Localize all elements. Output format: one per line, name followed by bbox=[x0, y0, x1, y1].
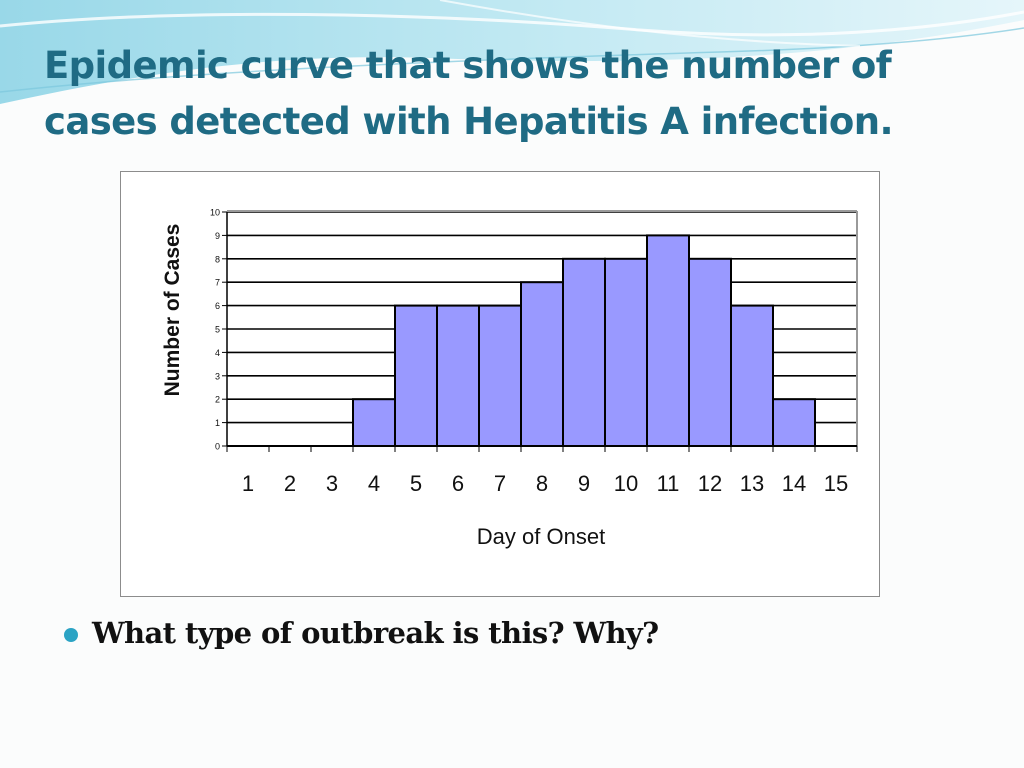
bullet-dot-icon bbox=[64, 628, 78, 642]
bar-day-14 bbox=[772, 398, 816, 447]
y-tick-label-7: 7 bbox=[215, 278, 220, 288]
y-tick-label-4: 4 bbox=[215, 348, 220, 358]
x-tick-labels: 1 2 3 4 5 6 7 8 9 10 11 12 13 14 15 bbox=[242, 471, 848, 496]
x-tick-label-6: 6 bbox=[452, 471, 464, 496]
bar-day-5 bbox=[394, 304, 438, 447]
bar-day-6 bbox=[436, 304, 480, 447]
bar-day-8 bbox=[520, 281, 564, 447]
x-tick-label-12: 12 bbox=[698, 471, 722, 496]
bar-day-13 bbox=[730, 304, 774, 447]
x-tick-label-4: 4 bbox=[368, 471, 380, 496]
x-tick-label-3: 3 bbox=[326, 471, 338, 496]
y-tick-label-8: 8 bbox=[215, 254, 220, 264]
bar-day-12 bbox=[688, 257, 732, 447]
bars bbox=[352, 234, 816, 448]
bar-day-11 bbox=[646, 234, 690, 448]
y-tick-label-5: 5 bbox=[215, 325, 220, 335]
axes bbox=[222, 210, 858, 452]
y-tick-label-3: 3 bbox=[215, 371, 220, 381]
y-tick-label-0: 0 bbox=[215, 442, 220, 452]
x-tick-label-14: 14 bbox=[782, 471, 806, 496]
x-tick-label-9: 9 bbox=[578, 471, 590, 496]
x-tick-label-8: 8 bbox=[536, 471, 548, 496]
x-tick-label-2: 2 bbox=[284, 471, 296, 496]
x-tick-label-15: 15 bbox=[824, 471, 848, 496]
y-tick-labels: 0 1 2 3 4 5 6 7 8 9 10 bbox=[210, 208, 220, 452]
slide-title: Epidemic curve that shows the number of … bbox=[44, 44, 894, 143]
x-tick-label-7: 7 bbox=[494, 471, 506, 496]
bullet-question: What type of outbreak is this? Why? bbox=[92, 616, 659, 650]
x-tick-label-1: 1 bbox=[242, 471, 254, 496]
bar-day-7 bbox=[478, 304, 522, 447]
y-tick-label-1: 1 bbox=[215, 418, 220, 428]
x-tick-label-5: 5 bbox=[410, 471, 422, 496]
x-axis-label: Day of Onset bbox=[477, 524, 605, 549]
chart-frame: 0 1 2 3 4 5 6 7 8 9 10 1 2 3 4 5 6 7 8 9 10 11 12 13 14 15 Numbe… bbox=[120, 171, 880, 597]
bar-day-4 bbox=[352, 398, 396, 447]
y-tick-label-2: 2 bbox=[215, 395, 220, 405]
x-tick-label-10: 10 bbox=[614, 471, 638, 496]
y-tick-label-10: 10 bbox=[210, 208, 220, 218]
y-tick-label-9: 9 bbox=[215, 231, 220, 241]
bar-day-9 bbox=[562, 257, 606, 447]
bar-day-10 bbox=[604, 257, 648, 447]
y-tick-label-6: 6 bbox=[215, 301, 220, 311]
y-axis-label: Number of Cases bbox=[161, 224, 184, 397]
x-tick-label-13: 13 bbox=[740, 471, 764, 496]
x-tick-label-11: 11 bbox=[657, 471, 680, 496]
